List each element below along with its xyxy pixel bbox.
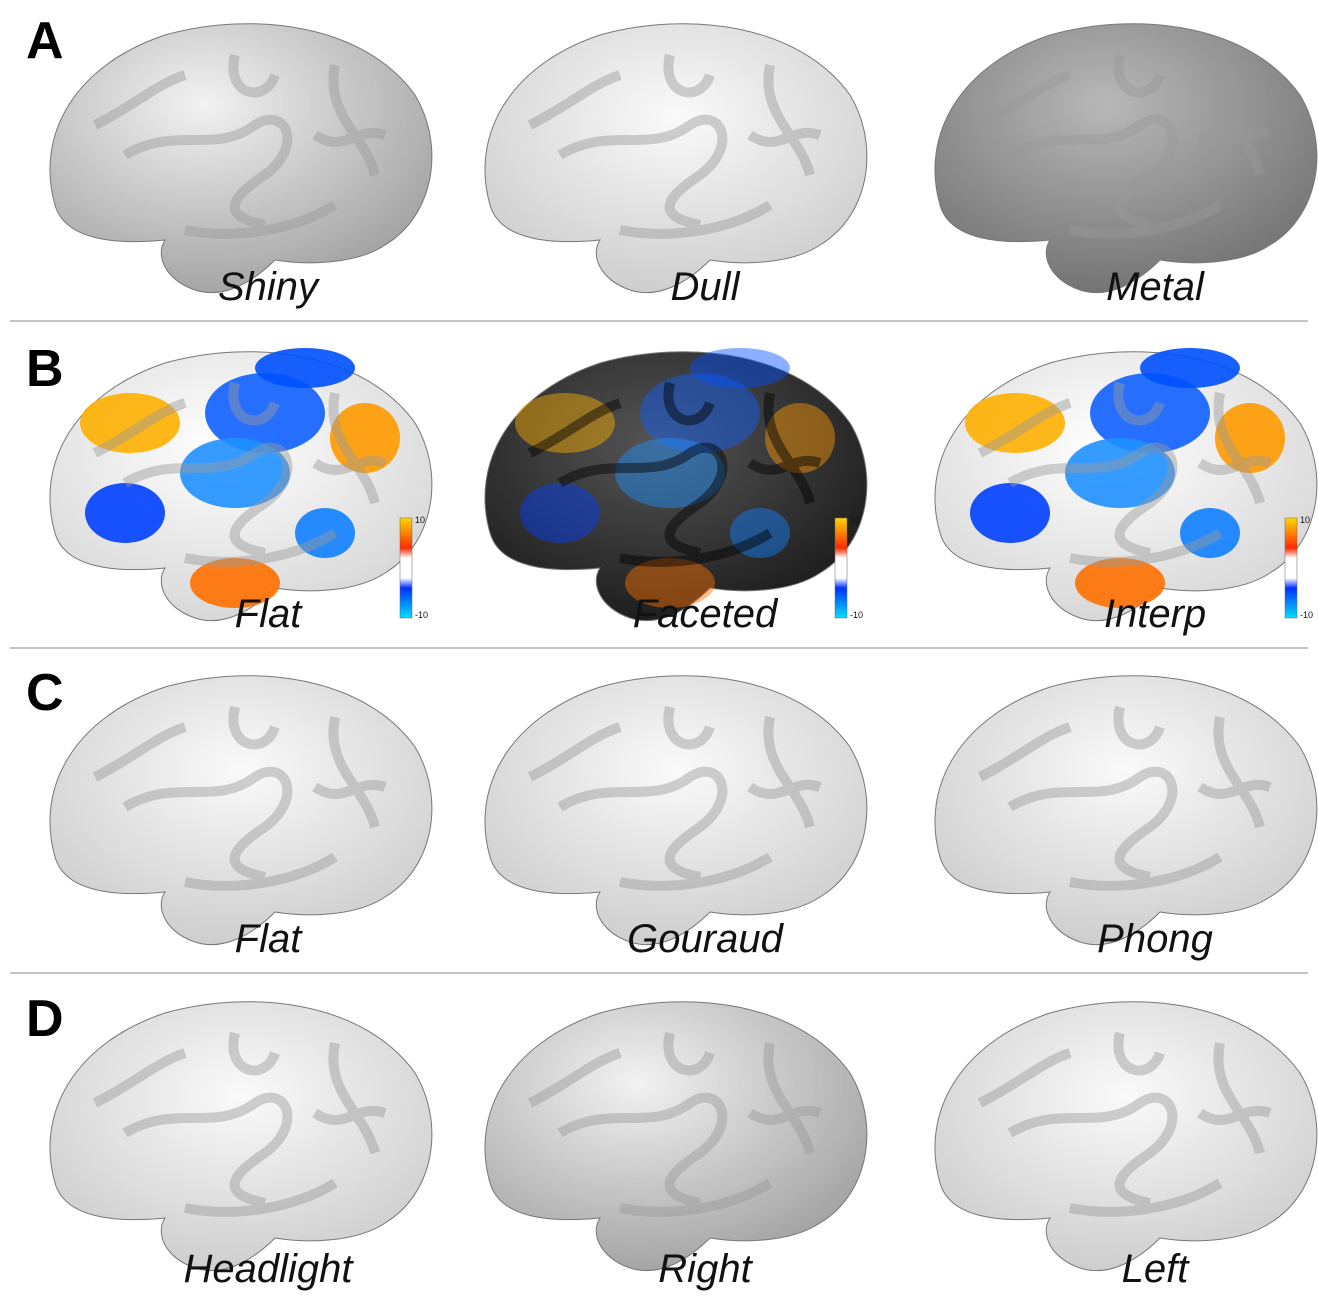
brain-surface [50,1002,432,1271]
caption: Interp [1104,592,1206,636]
brain [485,24,867,293]
activation-blob [255,348,355,388]
brain-surface [485,676,867,945]
activation-blob [970,483,1050,543]
activation-blob [1140,348,1240,388]
brain [50,348,432,621]
brain-surface [935,1002,1317,1271]
caption: Flat [235,592,304,636]
colorbar [1285,518,1297,618]
activation-blob [515,393,615,453]
caption: Right [658,1247,753,1291]
brain [935,24,1317,293]
panel-letter: B [26,340,64,398]
brain [935,676,1317,945]
caption: Flat [235,917,304,961]
colorbar-max: 10 [850,515,860,525]
brain-surface [935,24,1317,293]
colorbar [400,518,412,618]
brain [50,24,432,293]
colorbar-max: 10 [415,515,425,525]
caption: Gouraud [627,917,784,961]
colorbar-max: 10 [1300,515,1310,525]
colorbar-min: -10 [415,610,428,620]
activation-blob [965,393,1065,453]
activation-blob [520,483,600,543]
brain-surface [935,676,1317,945]
colorbar-min: -10 [850,610,863,620]
brain-surface [485,1002,867,1271]
caption: Shiny [218,265,321,309]
activation-blob [80,393,180,453]
brain [485,348,867,621]
colorbar-min: -10 [1300,610,1313,620]
caption: Left [1122,1247,1191,1291]
caption: Faceted [633,592,779,636]
brain [935,348,1317,621]
panel-letter: A [26,12,64,70]
caption: Metal [1106,265,1205,309]
brain [485,1002,867,1271]
brain [50,676,432,945]
caption: Dull [671,265,741,309]
brain [935,1002,1317,1271]
activation-blob [85,483,165,543]
brain [485,676,867,945]
brain [50,1002,432,1271]
figure: A Shiny Dull Metal B 10 -10 Flat 10 -10 Faceted 10 -… [0,0,1318,1303]
activation-blob [690,348,790,388]
caption: Phong [1097,917,1213,961]
colorbar [835,518,847,618]
brain-surface [50,676,432,945]
brain-surface [485,24,867,293]
panel-letter: D [26,990,64,1048]
panel-letter: C [26,664,64,722]
brain-surface [50,24,432,293]
caption: Headlight [183,1247,354,1291]
